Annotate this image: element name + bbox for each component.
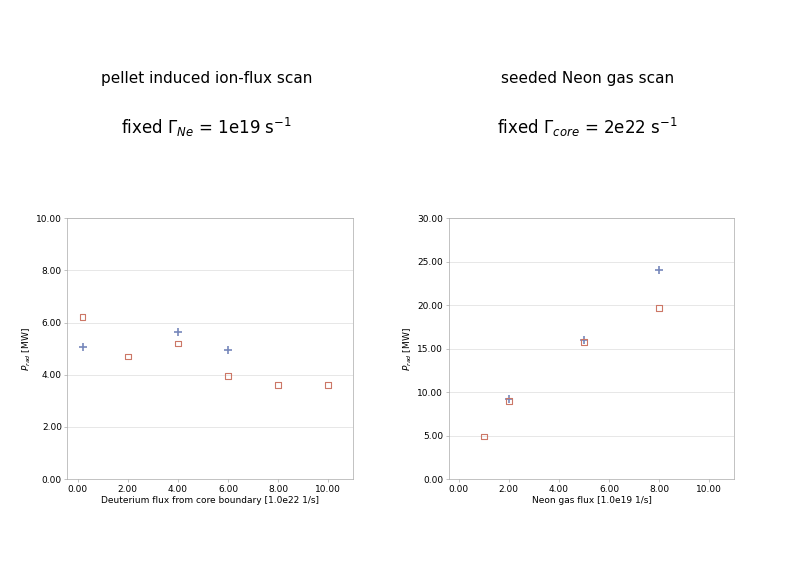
Point <box>222 345 234 354</box>
Text: pellet induced ion-flux scan: pellet induced ion-flux scan <box>101 71 312 86</box>
Y-axis label: $P_{rad}$ [MW]: $P_{rad}$ [MW] <box>402 327 414 371</box>
Point <box>653 303 665 312</box>
Point <box>503 396 515 405</box>
Point <box>76 343 89 352</box>
Point <box>653 266 665 275</box>
Text: fixed $\Gamma_{Ne}$ = 1e19 s$^{-1}$: fixed $\Gamma_{Ne}$ = 1e19 s$^{-1}$ <box>121 116 292 139</box>
Point <box>121 352 134 361</box>
Point <box>172 339 184 348</box>
Point <box>222 371 234 380</box>
Text: EDGE2D-EIRENE results (2): SOL radiative fraction: EDGE2D-EIRENE results (2): SOL radiative… <box>102 14 692 34</box>
Point <box>477 432 490 441</box>
Point <box>578 337 591 346</box>
Text: fixed $\Gamma_{core}$ = 2e22 s$^{-1}$: fixed $\Gamma_{core}$ = 2e22 s$^{-1}$ <box>497 116 678 139</box>
Point <box>578 336 591 345</box>
X-axis label: Deuterium flux from core boundary [1.0e22 1/s]: Deuterium flux from core boundary [1.0e2… <box>102 497 319 505</box>
Y-axis label: $P_{rad}$ [MW]: $P_{rad}$ [MW] <box>21 327 33 371</box>
Point <box>272 380 284 390</box>
Text: ITM-ISM Meeting JET: ITM-ISM Meeting JET <box>330 539 464 552</box>
Text: S.Wiesen  9 (36): S.Wiesen 9 (36) <box>16 539 125 552</box>
Text: 01 Dec. 2010: 01 Dec. 2010 <box>689 539 778 552</box>
Text: seeded Neon gas scan: seeded Neon gas scan <box>501 71 674 86</box>
Point <box>322 380 334 390</box>
Point <box>76 313 89 322</box>
X-axis label: Neon gas flux [1.0e19 1/s]: Neon gas flux [1.0e19 1/s] <box>532 497 651 505</box>
Point <box>503 395 515 404</box>
Point <box>172 327 184 336</box>
